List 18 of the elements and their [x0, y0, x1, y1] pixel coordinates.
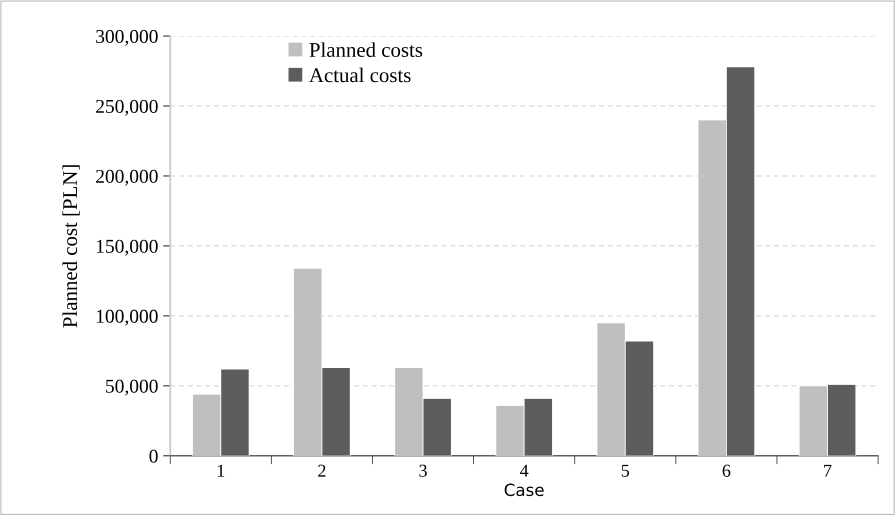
y-tick-label: 250,000 [96, 100, 158, 116]
y-tick-label: 150,000 [96, 240, 158, 256]
x-axis-title: Case [504, 484, 544, 496]
x-tick-label: 5 [622, 464, 630, 477]
y-tick-label: 300,000 [96, 30, 158, 46]
x-tick-label: 7 [824, 464, 832, 477]
y-tick-label: 200,000 [96, 170, 158, 186]
legend-label: Planned costs [310, 42, 422, 57]
y-tick-label: 50,000 [106, 380, 158, 396]
y-axis-title: Planned cost [PLN] [62, 165, 80, 328]
x-tick-label: 1 [218, 464, 224, 477]
x-tick-label: 2 [318, 464, 326, 477]
y-tick-label: 0 [149, 450, 158, 463]
x-tick-label: 3 [419, 464, 427, 477]
x-tick-label: 6 [722, 464, 730, 477]
x-tick-label: 4 [520, 464, 528, 477]
y-tick-label: 100,000 [96, 310, 158, 326]
legend-label: Actual costs [309, 68, 411, 82]
